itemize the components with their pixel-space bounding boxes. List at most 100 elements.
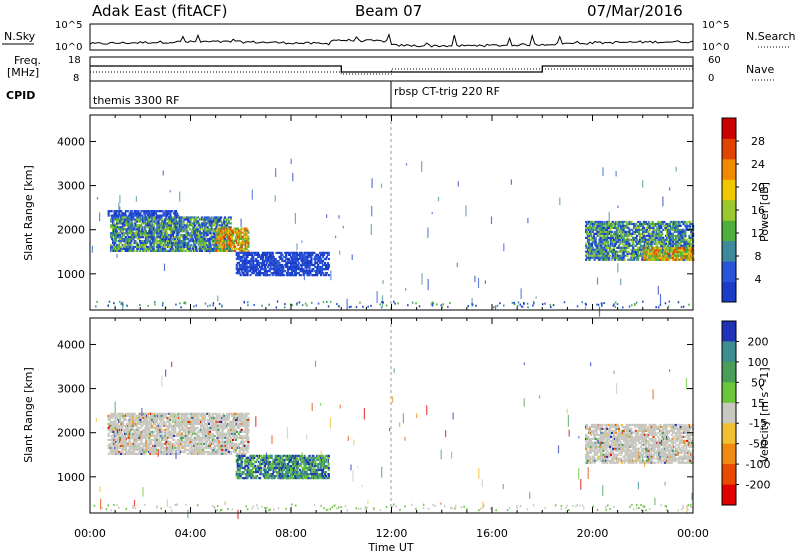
scatter-cell (168, 444, 171, 447)
scatter-cell (676, 228, 679, 231)
scatter-cell (671, 232, 674, 235)
scatter-cell (205, 249, 208, 252)
scatter-cell (122, 412, 125, 415)
scatter-cell (223, 239, 226, 242)
scatter-cell (112, 430, 115, 433)
scatter-cell (124, 446, 128, 449)
near-range-cell (114, 305, 116, 308)
near-range-cell (601, 304, 603, 307)
scatter-cell (265, 270, 268, 273)
scatter-cell (685, 228, 688, 231)
scatter-cell (252, 255, 255, 258)
scatter-cell (139, 220, 142, 223)
scatter-cell (604, 238, 607, 241)
scatter-cell (123, 452, 126, 455)
scatter-cell (663, 238, 666, 241)
scatter-cell (195, 218, 198, 221)
scatter-cell (122, 424, 125, 427)
scatter-cell (237, 253, 240, 256)
scatter-cell (599, 242, 602, 245)
near-range-cell (161, 304, 164, 307)
scatter-cell (317, 272, 320, 275)
scatter-cell (181, 230, 184, 233)
scatter-cell (608, 256, 611, 259)
scatter-cell (258, 253, 261, 256)
scatter-cell (139, 418, 142, 421)
scatter-cell (184, 216, 187, 219)
scatter-cell (133, 249, 136, 252)
scatter-cell (292, 270, 296, 273)
scatter-cell (215, 229, 218, 232)
scatter-cell (142, 245, 146, 248)
scatter-cell (243, 263, 246, 267)
scatter-cell (193, 226, 196, 229)
scatter-cell (145, 430, 148, 433)
scatter-cell (635, 236, 638, 239)
scatter-cell (157, 430, 160, 433)
scatter-cell (162, 416, 165, 419)
scatter-cell (261, 257, 265, 261)
noise-streak (659, 293, 662, 305)
scatter-cell (137, 216, 140, 219)
scatter-cell (639, 244, 643, 247)
scatter-cell (240, 247, 243, 250)
scatter-cell (202, 224, 205, 227)
scatter-cell (128, 438, 131, 441)
scatter-cell (668, 256, 671, 259)
scatter-cell (150, 422, 153, 425)
scatter-cell (645, 251, 648, 254)
scatter-cell (230, 239, 233, 242)
scatter-cell (139, 245, 142, 248)
scatter-cell (110, 430, 113, 433)
scatter-cell (229, 218, 232, 221)
noise-streak (217, 295, 219, 302)
scatter-cell (671, 249, 674, 252)
scatter-cell (185, 232, 188, 235)
scatter-cell (130, 240, 133, 243)
scatter-cell (124, 432, 128, 435)
scatter-cell (209, 230, 212, 233)
scatter-cell (224, 220, 228, 223)
scatter-cell (283, 274, 286, 277)
scatter-cell (251, 272, 254, 275)
scatter-cell (139, 450, 142, 453)
scatter-cell (599, 220, 602, 224)
near-range-cell (668, 300, 671, 303)
scatter-cell (657, 222, 660, 226)
scatter-cell (672, 228, 675, 231)
scatter-cell (653, 258, 656, 261)
scatter-cell (118, 450, 121, 453)
scatter-cell (161, 430, 164, 433)
scatter-cell (126, 245, 129, 248)
scatter-cell (184, 224, 187, 227)
scatter-cell (607, 240, 610, 243)
scatter-cell (122, 214, 125, 217)
scatter-cell (196, 220, 200, 223)
scatter-cell (153, 414, 156, 417)
scatter-cell (639, 222, 642, 226)
noise-streak (342, 225, 344, 229)
scatter-cell (261, 251, 265, 254)
scatter-cell (160, 432, 163, 435)
scatter-cell (201, 228, 204, 231)
scatter-cell (122, 422, 125, 425)
scatter-cell (606, 228, 609, 231)
scatter-cell (219, 218, 222, 221)
scatter-cell (256, 265, 259, 269)
scatter-cell (649, 232, 652, 235)
scatter-cell (168, 245, 171, 248)
scatter-cell (159, 241, 162, 245)
near-range-cell (276, 300, 279, 303)
scatter-cell (210, 220, 213, 223)
scatter-cell (116, 236, 120, 239)
scatter-cell (120, 228, 123, 231)
scatter-cell (201, 243, 204, 247)
scatter-cell (671, 244, 674, 247)
scatter-cell (155, 216, 158, 219)
scatter-cell (116, 428, 119, 431)
scatter-cell (596, 246, 599, 249)
scatter-cell (199, 236, 202, 239)
scatter-cell (668, 242, 672, 245)
scatter-cell (667, 232, 671, 235)
